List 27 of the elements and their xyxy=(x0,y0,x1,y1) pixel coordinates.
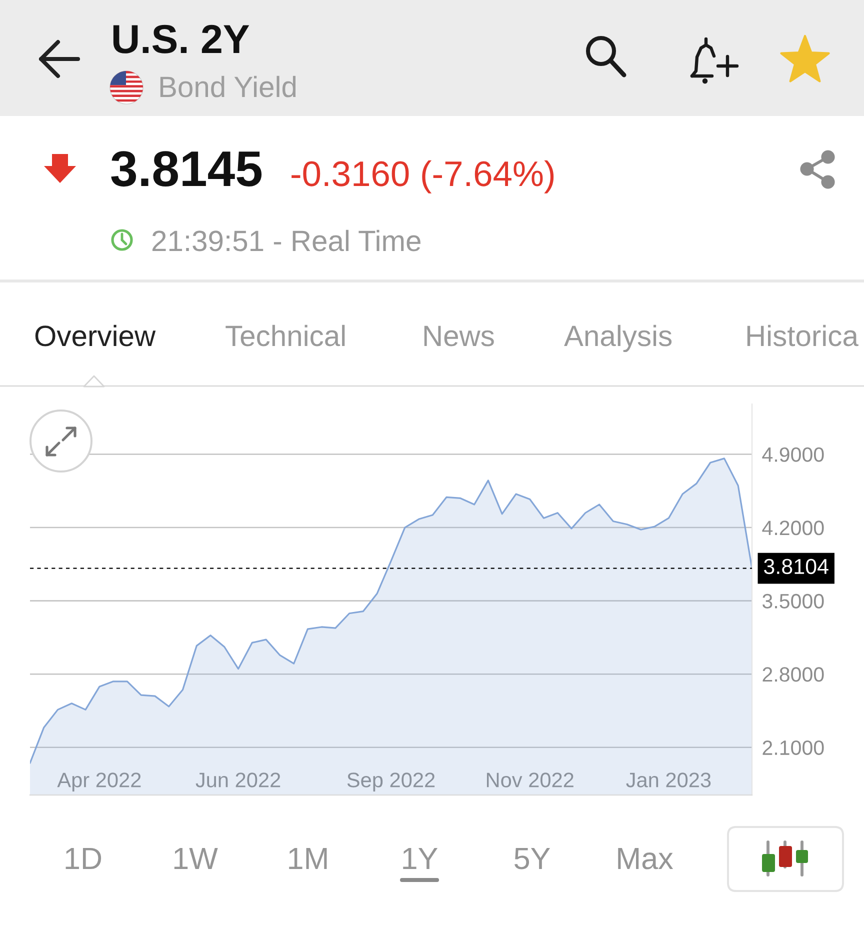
chart-subtitle: Bond Yield xyxy=(160,76,296,98)
text: 1D xyxy=(66,848,102,869)
y-tick-label: 4.9000 xyxy=(762,447,824,462)
text: Analysis xyxy=(564,324,672,352)
ref-line-label: 3.8104 xyxy=(764,558,828,574)
text: Overview xyxy=(35,324,156,346)
x-tick-label: Apr 2022 xyxy=(57,772,141,792)
text: 1Y xyxy=(403,848,438,869)
y-tick-label: 2.1000 xyxy=(762,740,824,756)
x-tick-label: Jan 2023 xyxy=(626,772,711,788)
y-tick-label: 3.5000 xyxy=(762,594,824,608)
text: Historica xyxy=(747,324,858,346)
text: 1W xyxy=(174,848,218,869)
text: 3.8145 xyxy=(111,151,262,187)
text: 21:39:51 - Real Time xyxy=(152,230,420,252)
x-tick-label: Nov 2022 xyxy=(486,772,574,788)
y-tick-label: 2.8000 xyxy=(762,667,824,682)
text: Max xyxy=(618,848,674,870)
text: 5Y xyxy=(514,848,550,870)
y-tick-label: 4.2000 xyxy=(762,520,824,536)
chart-title: U.S. 2Y xyxy=(113,24,250,54)
text: Technical xyxy=(226,324,345,346)
x-tick-label: Jun 2022 xyxy=(196,772,280,788)
x-tick-label: Sep 2022 xyxy=(347,772,435,792)
text: 1M xyxy=(289,848,327,869)
text: News xyxy=(424,326,494,346)
text: -0.3160 (-7.64%) xyxy=(292,160,554,194)
